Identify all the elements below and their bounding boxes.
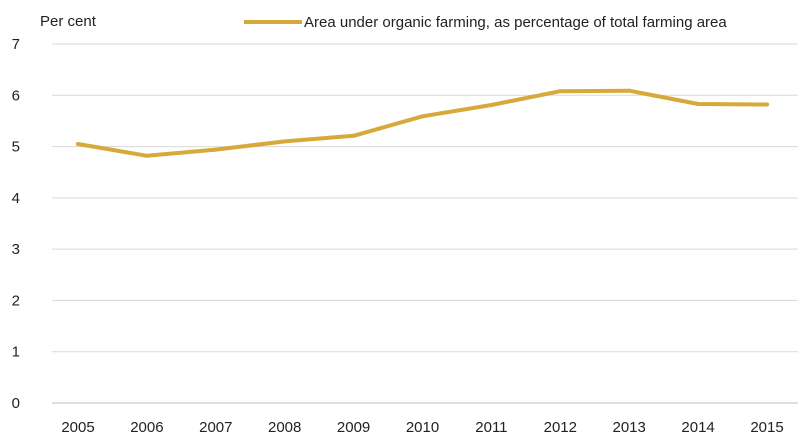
x-tick-label: 2012: [544, 419, 577, 436]
series-layer: [76, 88, 769, 158]
y-axis-unit-label: Per cent: [40, 13, 97, 30]
x-tick-label: 2008: [268, 419, 301, 436]
x-tick-label: 2005: [61, 419, 94, 436]
y-tick-label: 0: [12, 395, 20, 412]
data-point: [351, 133, 356, 138]
x-tick-label: 2010: [406, 419, 439, 436]
data-point: [420, 114, 425, 119]
data-point: [489, 103, 494, 108]
x-axis-tick-labels: 2005 2006 2007 2008 2009 2010 2011 2012 2013 2014…: [61, 419, 783, 436]
y-tick-label: 1: [12, 344, 20, 361]
x-tick-label: 2009: [337, 419, 370, 436]
data-point: [282, 139, 287, 144]
y-tick-label: 3: [12, 241, 20, 258]
y-tick-label: 6: [12, 87, 20, 104]
data-point: [213, 147, 218, 152]
data-point: [765, 102, 769, 107]
x-tick-label: 2014: [681, 419, 714, 436]
x-tick-label: 2013: [613, 419, 646, 436]
data-point: [144, 153, 149, 158]
x-tick-label: 2011: [475, 419, 507, 436]
legend: Area under organic farming, as percentag…: [244, 14, 727, 31]
x-tick-label: 2006: [130, 419, 163, 436]
x-tick-label: 2015: [750, 419, 783, 436]
y-axis-tick-labels: 0 1 2 3 4 5 6 7: [12, 36, 20, 412]
y-tick-label: 2: [12, 292, 20, 309]
series-line-0: [76, 88, 769, 158]
y-tick-label: 7: [12, 36, 20, 53]
legend-label: Area under organic farming, as percentag…: [304, 14, 727, 31]
data-point: [696, 102, 701, 107]
y-tick-label: 4: [12, 190, 20, 207]
data-point: [627, 88, 632, 93]
x-tick-label: 2007: [199, 419, 232, 436]
data-point: [558, 89, 563, 94]
data-point: [76, 142, 80, 147]
gridlines: [52, 43, 798, 404]
y-tick-label: 5: [12, 139, 20, 156]
